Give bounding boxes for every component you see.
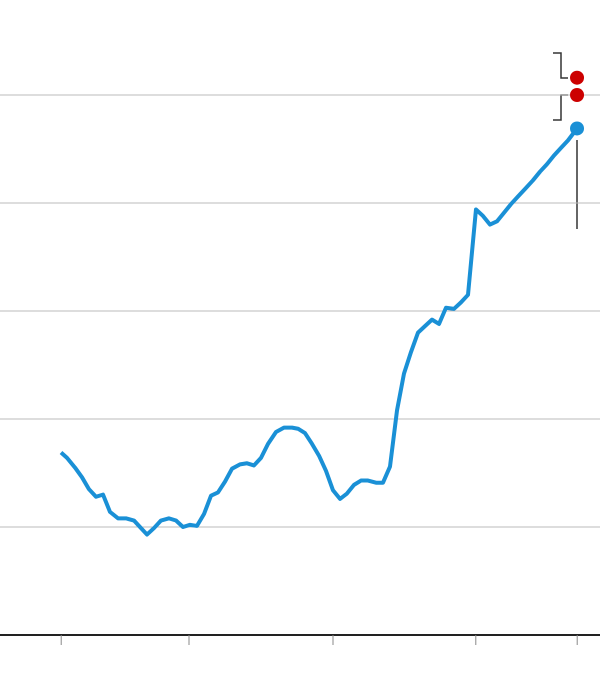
marker-dot xyxy=(570,70,585,85)
line xyxy=(59,127,579,537)
end-dot xyxy=(570,121,585,136)
bracket xyxy=(553,94,568,121)
marker-dot xyxy=(570,88,585,102)
bracket xyxy=(553,52,568,79)
